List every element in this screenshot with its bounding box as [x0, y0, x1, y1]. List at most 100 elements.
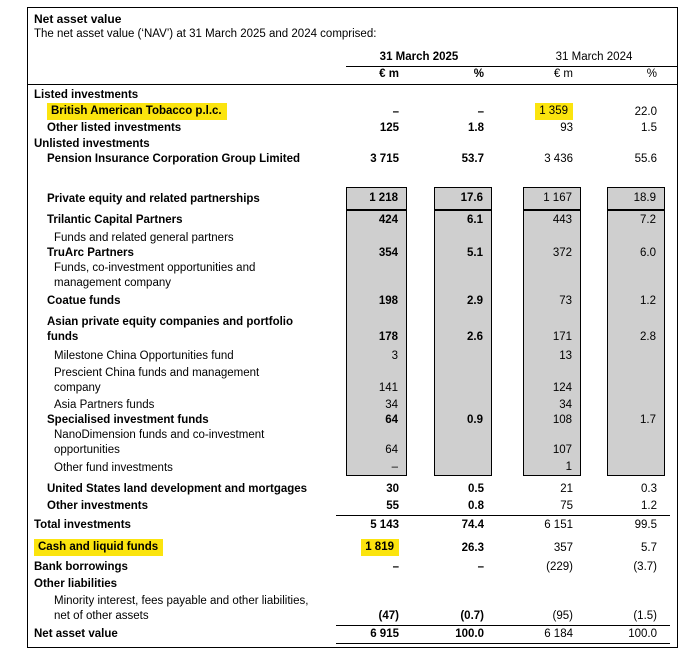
- table-row: TruArc Partners 354 5.1 372 6.0: [28, 246, 677, 261]
- year-underline-rule: [346, 66, 677, 67]
- cell-value: 2.6: [467, 331, 483, 343]
- value-cell: 74.4: [434, 518, 492, 533]
- row-label-cell: Milestone China Opportunities fund: [28, 345, 346, 364]
- table-row: Other listed investments 125 1.8 93 1.5: [28, 121, 677, 136]
- cell-value: 0.3: [641, 483, 657, 495]
- value-cell: 2.6: [434, 309, 492, 345]
- cell-value: 100.0: [455, 628, 484, 640]
- row-label: TruArc Partners: [47, 247, 134, 259]
- value-cell: 0.3: [607, 482, 665, 497]
- value-cell: 17.6: [434, 187, 492, 210]
- value-cell: 0.9: [434, 413, 492, 428]
- cell-value: (1.5): [633, 610, 657, 622]
- value-cell: 0.5: [434, 482, 492, 497]
- row-label-cell: Funds, co-investment opportunities and m…: [28, 261, 346, 291]
- cell-value: 55.6: [634, 153, 657, 165]
- value-cell: 64: [346, 428, 407, 458]
- cell-value: 198: [378, 295, 398, 307]
- value-cell: 1.5: [607, 121, 665, 136]
- row-label-cell: Pension Insurance Corporation Group Limi…: [28, 152, 346, 167]
- table-row: Other fund investments – 1: [28, 458, 677, 476]
- unit-header-eur-2024: € m: [553, 68, 573, 80]
- value-cell: 5.7: [607, 539, 665, 556]
- value-cell: [607, 577, 665, 592]
- table-row: Listed investments: [28, 88, 677, 103]
- cell-value: 1 819: [361, 539, 399, 556]
- row-label-cell: Other investments: [28, 499, 346, 514]
- cell-value: 6.1: [467, 214, 483, 226]
- cell-value: 7.2: [640, 214, 656, 226]
- row-label: Asia Partners funds: [54, 399, 155, 411]
- cell-value: 178: [378, 331, 398, 343]
- value-cell: [434, 137, 492, 152]
- value-cell: [434, 428, 492, 458]
- page-title: Net asset value: [34, 12, 122, 26]
- row-label: United States land development and mortg…: [47, 483, 308, 495]
- row-label-cell: NanoDimension funds and co-investment op…: [28, 428, 346, 458]
- cell-value: 1 167: [543, 192, 572, 204]
- row-label: Listed investments: [34, 89, 139, 101]
- cell-value: (95): [552, 610, 573, 622]
- cell-value: 6 915: [370, 628, 399, 640]
- value-cell: 1 218: [346, 187, 407, 210]
- table-row: Asia Partners funds 34 34: [28, 396, 677, 413]
- value-cell: (95): [523, 594, 581, 624]
- value-cell: 13: [523, 345, 581, 364]
- row-label: Private equity and related partnerships: [47, 193, 260, 205]
- cell-value: 6 151: [544, 519, 573, 531]
- value-cell: 107: [523, 428, 581, 458]
- value-cell: –: [434, 560, 492, 575]
- value-cell: 424: [346, 210, 407, 228]
- table-row: Asian private equity companies and portf…: [28, 309, 677, 345]
- cell-value: (229): [546, 561, 573, 573]
- unit-header-pct-2024: %: [646, 68, 657, 80]
- value-cell: [523, 261, 581, 291]
- row-label: Other listed investments: [47, 122, 182, 134]
- table-row: Other investments 55 0.8 75 1.2: [28, 499, 677, 514]
- value-cell: 34: [346, 396, 407, 413]
- cell-value: 13: [559, 350, 572, 362]
- value-cell: 64: [346, 413, 407, 428]
- table-row: Cash and liquid funds 1 819 26.3 357 5.7: [28, 539, 677, 556]
- cell-value: 1 218: [369, 192, 398, 204]
- value-cell: [346, 137, 407, 152]
- cell-value: 0.8: [468, 500, 484, 512]
- value-cell: [607, 458, 665, 476]
- value-cell: [607, 261, 665, 291]
- cell-value: 108: [552, 414, 572, 426]
- value-cell: 108: [523, 413, 581, 428]
- value-cell: [607, 364, 665, 396]
- row-label-cell: Unlisted investments: [28, 137, 346, 152]
- summary-rule: [336, 625, 670, 626]
- table-body: Listed investments British American Tobac…: [28, 88, 677, 644]
- unit-header-pct-2025: %: [473, 68, 484, 80]
- cell-value: 5.7: [641, 542, 657, 554]
- table-row: Funds and related general partners: [28, 228, 677, 246]
- value-cell: [434, 396, 492, 413]
- value-cell: [434, 88, 492, 103]
- row-label-cell: Cash and liquid funds: [28, 539, 346, 556]
- value-cell: [607, 345, 665, 364]
- value-cell: [346, 261, 407, 291]
- value-cell: 171: [523, 309, 581, 345]
- value-cell: [523, 577, 581, 592]
- table-row: Bank borrowings – – (229) (3.7): [28, 560, 677, 575]
- cell-value: 18.9: [633, 192, 656, 204]
- row-label: Other investments: [47, 500, 148, 512]
- table-row: Coatue funds 198 2.9 73 1.2: [28, 291, 677, 309]
- value-cell: [434, 261, 492, 291]
- value-cell: [346, 88, 407, 103]
- column-header-2025: 31 March 2025: [379, 51, 459, 63]
- table-row: Pension Insurance Corporation Group Limi…: [28, 152, 677, 167]
- cell-value: (3.7): [633, 561, 657, 573]
- row-label: Funds, co-investment opportunities and m…: [54, 262, 256, 289]
- unit-header-row: € m % € m %: [28, 67, 677, 82]
- cell-value: 3 436: [544, 153, 573, 165]
- row-label: Minority interest, fees payable and othe…: [54, 595, 309, 622]
- cell-value: 3: [391, 350, 398, 362]
- value-cell: [346, 577, 407, 592]
- value-cell: 53.7: [434, 152, 492, 167]
- cell-value: 93: [560, 122, 573, 134]
- value-cell: 2.8: [607, 309, 665, 345]
- row-label: Net asset value: [34, 628, 118, 640]
